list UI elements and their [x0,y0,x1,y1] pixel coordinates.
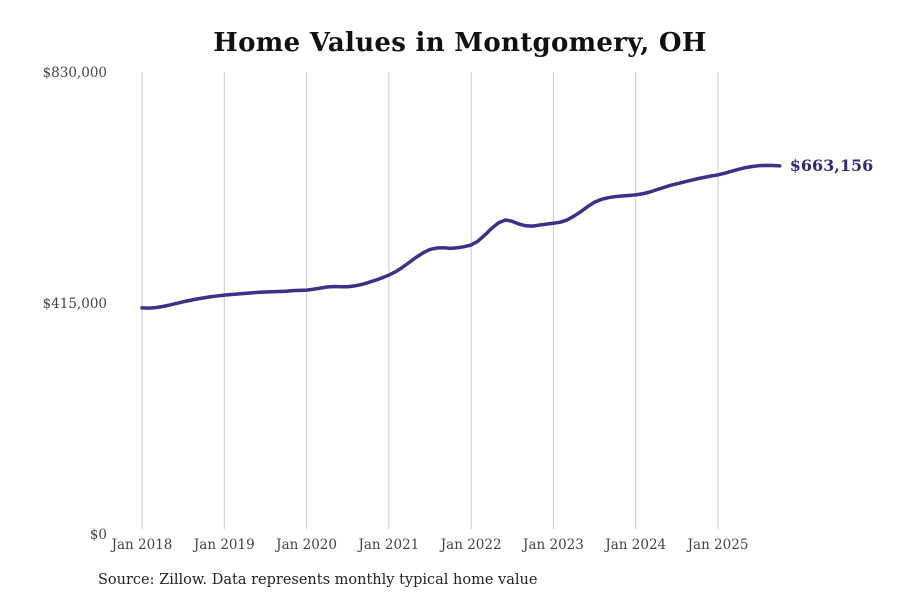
x-axis-label-jan-2025: Jan 2025 [687,537,749,553]
home-value-line [140,163,782,310]
x-axis-label-jan-2024: Jan 2024 [605,537,667,553]
x-axis-label-jan-2021: Jan 2021 [358,537,420,553]
x-axis-label-jan-2022: Jan 2022 [440,537,502,553]
x-axis-label-jan-2023: Jan 2023 [523,537,584,553]
x-axis-label-jan-2020: Jan 2020 [276,537,337,553]
y-axis-label-0: $0 [89,527,107,543]
x-axis-label-jan-2018: Jan 2018 [111,537,173,553]
chart-title: Home Values in Montgomery, OH [213,28,707,58]
gridlines [141,72,719,529]
x-axis-label-jan-2019: Jan 2019 [193,537,255,553]
y-axis-label-415000: $415,000 [42,296,107,312]
end-value-label: $663,156 [789,155,874,175]
source-note: Source: Zillow. Data represents monthly … [98,572,538,588]
y-axis-label-830000: $830,000 [42,65,107,81]
